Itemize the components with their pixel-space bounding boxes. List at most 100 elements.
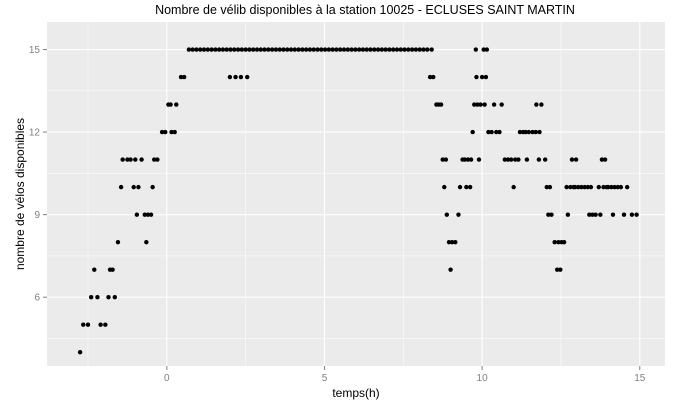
data-point: [497, 129, 502, 135]
data-point: [409, 47, 415, 52]
data-point: [136, 184, 141, 190]
data-point: [311, 47, 316, 52]
data-point: [232, 47, 237, 52]
data-point: [602, 157, 608, 162]
data-point: [239, 47, 245, 52]
tick-labels: 0 5 10 15 6 9 12 15: [29, 45, 646, 384]
data-point: [391, 47, 396, 52]
data-point: [228, 47, 233, 52]
data-point: [476, 157, 482, 162]
data-point: [224, 47, 229, 52]
data-point: [150, 184, 155, 190]
data-point: [599, 157, 605, 162]
data-point: [375, 47, 381, 52]
data-point: [593, 212, 598, 217]
data-point: [163, 129, 168, 135]
data-point: [98, 322, 103, 327]
data-point: [468, 157, 474, 162]
data-point: [443, 157, 449, 162]
data-point: [247, 47, 252, 52]
data-point: [220, 47, 226, 52]
data-point: [364, 47, 369, 52]
data-point: [169, 129, 174, 135]
data-point: [634, 212, 639, 217]
data-point: [360, 47, 366, 52]
data-point: [85, 322, 91, 327]
tick-marks: [43, 49, 641, 370]
data-point: [345, 47, 351, 52]
data-point: [88, 295, 94, 300]
y-tick-label: 9: [34, 210, 40, 221]
data-point: [421, 47, 426, 52]
data-point: [544, 184, 549, 190]
data-point: [526, 129, 531, 135]
data-point: [334, 47, 339, 52]
data-point: [190, 47, 195, 52]
data-point: [554, 267, 560, 272]
data-point: [330, 47, 335, 52]
data-point: [552, 239, 557, 245]
data-point: [387, 47, 392, 52]
data-point: [77, 350, 83, 355]
data-point: [178, 74, 184, 80]
data-point: [372, 47, 377, 52]
data-point: [536, 157, 542, 162]
data-point: [379, 47, 385, 52]
data-point: [573, 157, 579, 162]
data-point: [394, 47, 400, 52]
data-point: [139, 157, 144, 162]
data-point: [303, 47, 309, 52]
data-point: [624, 184, 630, 190]
data-point: [473, 47, 479, 52]
data-point: [402, 47, 407, 52]
data-point: [103, 322, 108, 327]
data-point: [338, 47, 343, 52]
data-point: [134, 212, 140, 217]
data-point: [383, 47, 388, 52]
data-point: [201, 47, 207, 52]
data-point: [285, 47, 290, 52]
data-point: [322, 47, 328, 52]
data-point: [564, 184, 569, 190]
data-point: [513, 157, 518, 162]
data-point: [440, 157, 445, 162]
data-point: [618, 184, 624, 190]
data-point: [356, 47, 362, 52]
data-point: [524, 157, 530, 162]
data-point: [269, 47, 275, 52]
data-point: [144, 239, 149, 245]
data-point: [198, 47, 203, 52]
data-point: [549, 212, 554, 217]
data-point: [448, 267, 453, 272]
data-point: [425, 47, 430, 52]
data-point: [579, 184, 584, 190]
data-point: [588, 184, 594, 190]
data-point: [427, 74, 433, 80]
data-point: [181, 74, 187, 80]
data-point: [470, 129, 475, 135]
data-point: [456, 212, 461, 217]
x-tick-label: 5: [322, 373, 328, 384]
x-tick-label: 10: [477, 373, 489, 384]
data-point: [462, 157, 467, 162]
data-point: [457, 184, 463, 190]
data-point: [106, 295, 111, 300]
data-point: [442, 184, 447, 190]
data-point: [479, 74, 485, 80]
data-point: [307, 47, 313, 52]
data-point: [523, 129, 528, 135]
data-point: [120, 157, 125, 162]
data-point: [398, 47, 403, 52]
data-point: [258, 47, 263, 52]
data-point: [609, 184, 614, 190]
data-point: [235, 47, 241, 52]
data-point: [133, 157, 138, 162]
data-point: [95, 295, 100, 300]
data-point: [587, 212, 592, 217]
x-axis-title: temps(h): [332, 386, 379, 400]
data-point: [606, 184, 611, 190]
data-point: [491, 102, 497, 107]
data-point: [245, 74, 250, 80]
data-point: [266, 47, 271, 52]
data-point: [629, 212, 635, 217]
